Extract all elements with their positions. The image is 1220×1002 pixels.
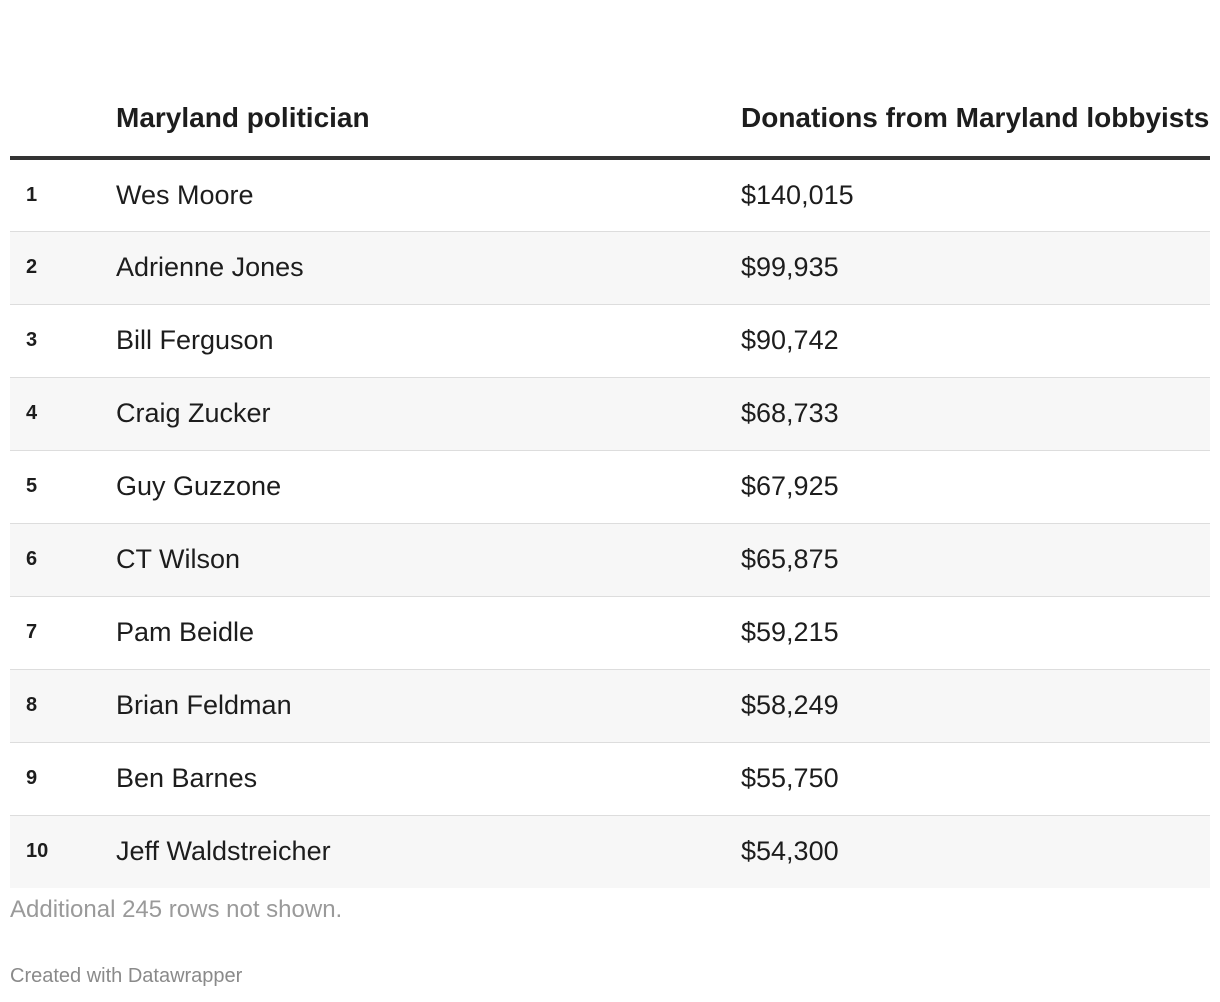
table-row: 8 Brian Feldman $58,249 [10,669,1210,742]
politician-name-cell: CT Wilson [116,544,241,574]
donation-amount-cell: $59,215 [741,617,839,647]
rank-cell: 4 [26,402,38,424]
politician-name-cell: Jeff Waldstreicher [116,836,331,867]
table-row: 9 Ben Barnes $55,750 [10,742,1210,815]
table-row: 7 Pam Beidle $59,215 [10,596,1210,669]
table-row: 2 Adrienne Jones $99,935 [10,231,1210,304]
rank-cell: 6 [26,548,38,570]
table-row: 5 Guy Guzzone $67,925 [10,450,1210,523]
politician-name-cell: Brian Feldman [116,690,292,720]
header-rank[interactable] [10,40,116,160]
politician-name-cell: Wes Moore [116,179,254,210]
rank-cell: 2 [26,256,38,278]
donation-amount-cell: $140,015 [741,179,854,210]
table-header: Maryland politician Donations from Maryl… [10,40,1210,160]
politician-name-cell: Adrienne Jones [116,252,304,282]
header-donations[interactable]: Donations from Maryland lobbyists [741,40,1210,160]
header-politician[interactable]: Maryland politician [116,40,741,160]
table-row: 3 Bill Ferguson $90,742 [10,304,1210,377]
politician-name-cell: Guy Guzzone [116,471,282,501]
donation-amount-cell: $58,249 [741,690,839,720]
politician-name-cell: Ben Barnes [116,763,258,793]
donation-amount-cell: $68,733 [741,398,839,428]
table-row: 10 Jeff Waldstreicher $54,300 [10,815,1210,888]
table-row: 4 Craig Zucker $68,733 [10,377,1210,450]
header-row: Maryland politician Donations from Maryl… [10,40,1210,160]
table-row: 1 Wes Moore $140,015 [10,158,1210,231]
rank-cell: 1 [26,183,38,206]
politician-name-cell: Bill Ferguson [116,325,274,355]
donation-amount-cell: $90,742 [741,325,839,355]
donation-amount-cell: $65,875 [741,544,839,574]
donation-amount-cell: $54,300 [741,836,839,867]
data-table-container: Maryland politician Donations from Maryl… [10,40,1210,888]
donation-amount-cell: $67,925 [741,471,839,501]
rank-cell: 5 [26,475,38,497]
politician-name-cell: Craig Zucker [116,398,271,428]
donation-amount-cell: $55,750 [741,763,839,793]
politician-name-cell: Pam Beidle [116,617,255,647]
datawrapper-credit: Created with Datawrapper [10,965,243,987]
donation-amount-cell: $99,935 [741,252,839,282]
donations-table: Maryland politician Donations from Maryl… [10,40,1210,888]
table-row: 6 CT Wilson $65,875 [10,523,1210,596]
rank-cell: 3 [26,329,38,351]
rank-cell: 8 [26,694,38,716]
table-body: 1 Wes Moore $140,015 2 Adrienne Jones $99,935… [10,158,1210,888]
rows-not-shown-note: Additional 245 rows not shown. [10,896,343,923]
rank-cell: 9 [26,767,38,789]
rank-cell: 7 [26,621,38,643]
rank-cell: 10 [26,840,49,863]
